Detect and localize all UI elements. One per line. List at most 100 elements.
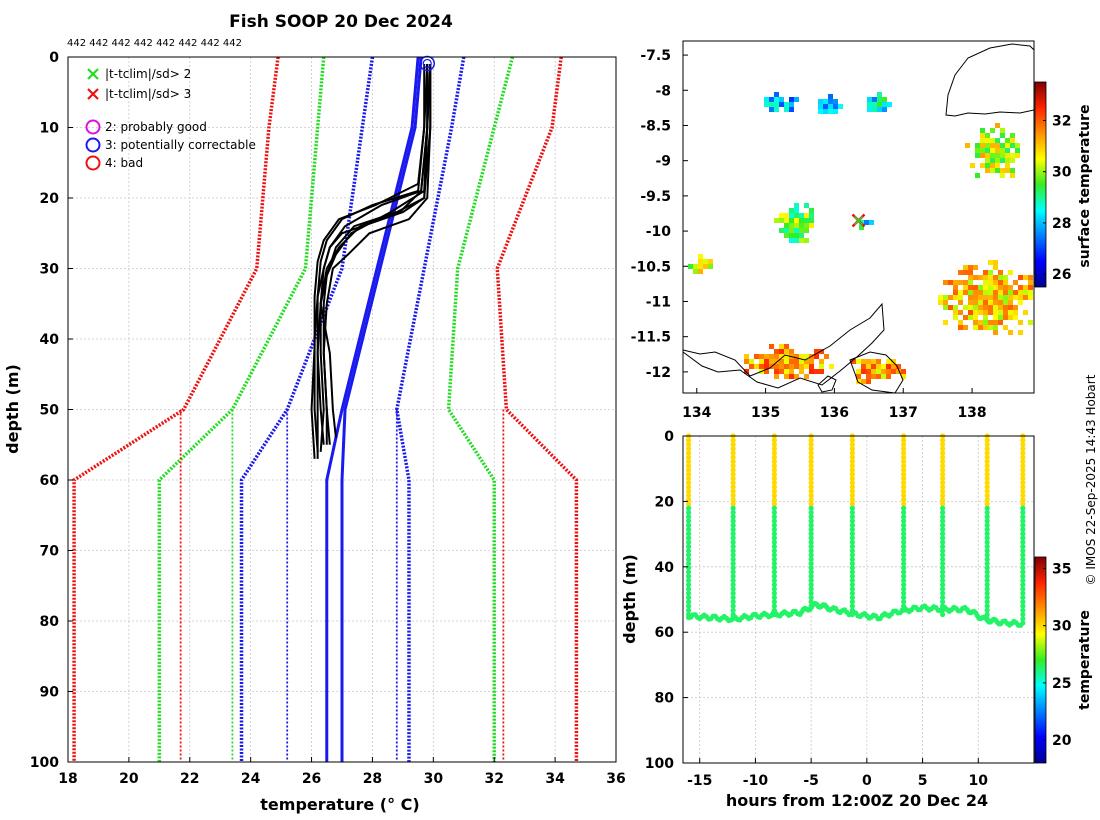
timeseries-point (730, 450, 736, 456)
timeseries-point (808, 531, 814, 537)
sst-pixel (833, 109, 838, 114)
timeseries-point (808, 480, 814, 486)
timeseries-point (849, 471, 855, 477)
sst-pixel (995, 143, 1000, 148)
timeseries-point (685, 526, 692, 533)
y-tick-label: 10 (40, 121, 60, 137)
timeseries-point (771, 582, 777, 588)
timeseries-point (771, 548, 777, 554)
y-tick-label: -9 (655, 154, 671, 170)
timeseries-point (1020, 603, 1026, 609)
timeseries-point (1020, 467, 1026, 473)
legend-label: 4: bad (105, 156, 143, 170)
timeseries-point (685, 552, 692, 558)
sst-pixel (886, 374, 891, 379)
colorbar-tick-label: 30 (1052, 165, 1072, 181)
timeseries-point (685, 509, 692, 516)
timeseries-point (808, 599, 814, 605)
timeseries-point (771, 552, 777, 558)
sst-pixel (978, 325, 983, 330)
sst-pixel (828, 94, 833, 99)
timeseries-point (685, 560, 692, 567)
timeseries-point (940, 543, 946, 550)
sst-pixel (856, 359, 861, 364)
timeseries-point (901, 497, 907, 503)
timeseries-point (940, 603, 946, 609)
profile-x-ticks: 18 20 22 24 26 28 30 32 34 36 (58, 757, 626, 787)
sst-pixel (799, 359, 804, 364)
sst-pixel (998, 290, 1003, 295)
timeseries-point (849, 458, 855, 465)
timeseries-point (685, 531, 692, 537)
y-tick-label: 20 (655, 494, 675, 510)
sst-pixel (943, 295, 948, 300)
timeseries-point (730, 484, 736, 490)
timeseries-point (730, 437, 736, 443)
sst-pixel (1008, 270, 1013, 275)
timeseries-point (940, 488, 946, 494)
x-tick-label: 20 (119, 771, 139, 787)
timeseries-point (730, 565, 736, 571)
map-coastline (682, 43, 1035, 394)
timeseries-point (901, 582, 907, 588)
sst-pixel (953, 290, 958, 295)
sst-pixel (1005, 143, 1010, 148)
timeseries-point (685, 475, 692, 482)
sst-pixel (990, 158, 995, 163)
timeseries-point (849, 539, 855, 545)
sst-pixel (993, 305, 998, 310)
sst-pixel (990, 168, 995, 173)
timeseries-point (1020, 441, 1026, 448)
timeseries-point (808, 552, 814, 558)
sst-pixel (995, 123, 1000, 128)
timeseries-point (771, 594, 777, 601)
sst-pixel (1013, 290, 1018, 295)
sst-pixel (749, 364, 754, 369)
sst-pixel (779, 218, 784, 223)
sst-pixel (963, 280, 968, 285)
y-tick-label: 0 (49, 50, 59, 66)
sst-pixel (774, 107, 779, 112)
timeseries-point (771, 573, 777, 579)
timeseries-point (685, 480, 692, 486)
timeseries-point (685, 611, 692, 618)
sst-pixel (973, 290, 978, 295)
timeseries-point (940, 535, 946, 541)
timeseries-point (771, 467, 777, 473)
timeseries-point (1020, 620, 1026, 626)
sst-pixel (794, 213, 799, 218)
timeseries-y-ticks: 0 20 40 60 80 100 (645, 429, 688, 772)
timeseries-point (685, 543, 692, 550)
timeseries-point (984, 458, 990, 465)
sst-pixel (973, 275, 978, 280)
profile-y-ticks: 0 10 20 30 40 50 60 70 80 90 100 (30, 50, 73, 771)
timeseries-point (940, 471, 946, 477)
timeseries-point (849, 582, 855, 588)
sst-pixel (896, 369, 901, 374)
sst-pixel (784, 349, 789, 354)
colorbar-tick-label: 30 (1052, 619, 1072, 635)
timeseries-point (984, 484, 990, 490)
timeseries-point (901, 458, 907, 465)
sst-pixel (980, 153, 985, 158)
timeseries-point (730, 539, 736, 545)
sst-pixel (1000, 173, 1005, 178)
sst-pixel (1000, 143, 1005, 148)
timeseries-point (849, 492, 855, 499)
sst-pixel (809, 213, 814, 218)
sst-pixel (958, 320, 963, 325)
timeseries-point (808, 446, 814, 452)
timeseries-point (685, 522, 692, 528)
timeseries-point (1020, 548, 1026, 554)
timeseries-point (730, 518, 736, 524)
sst-pixel (958, 270, 963, 275)
sst-pixel (784, 374, 789, 379)
sst-pixel (978, 320, 983, 325)
timeseries-point (730, 586, 736, 592)
sst-pixel (943, 320, 948, 325)
sst-pixel (764, 354, 769, 359)
sst-pixel (784, 344, 789, 349)
timeseries-point (1020, 497, 1026, 503)
sst-pixel (789, 102, 794, 107)
sst-pixel (881, 374, 886, 379)
